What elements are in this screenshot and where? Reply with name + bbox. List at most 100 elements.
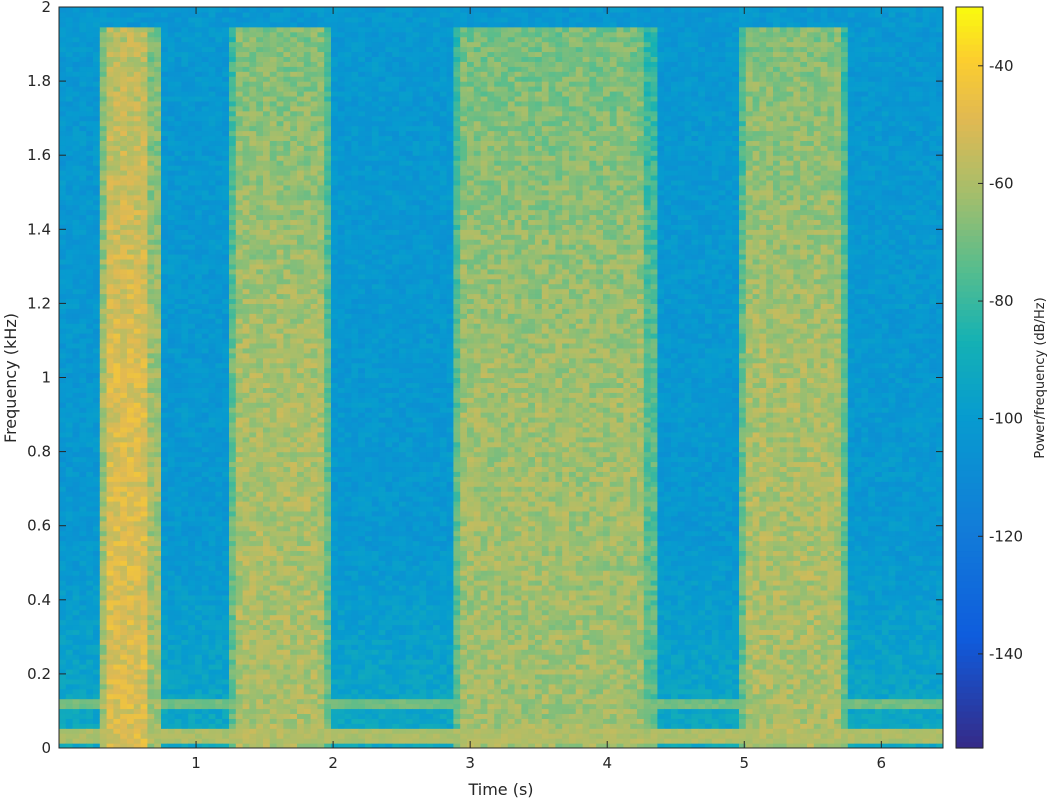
heatmap-cell: [147, 298, 155, 304]
heatmap-cell: [72, 407, 80, 413]
heatmap-cell: [133, 357, 142, 364]
heatmap-cell: [195, 505, 203, 512]
heatmap-cell: [65, 412, 74, 418]
heatmap-cell: [72, 100, 80, 107]
heatmap-cell: [99, 189, 108, 196]
heatmap-cell: [161, 584, 169, 591]
heatmap-cell: [235, 412, 244, 418]
heatmap-cell: [235, 570, 244, 576]
heatmap-cell: [235, 263, 244, 270]
heatmap-cell: [256, 426, 264, 433]
heatmap-cell: [127, 71, 135, 77]
heatmap-cell: [195, 263, 203, 270]
heatmap-cell: [222, 273, 230, 280]
heatmap-cell: [147, 90, 155, 97]
heatmap-cell: [208, 31, 216, 38]
heatmap-cell: [235, 86, 244, 92]
heatmap-cell: [79, 298, 87, 304]
heatmap-cell: [133, 81, 142, 87]
heatmap-cell: [215, 337, 223, 344]
heatmap-cell: [99, 520, 108, 527]
heatmap-cell: [167, 170, 176, 176]
heatmap-cell: [229, 155, 237, 161]
heatmap-cell: [208, 313, 216, 319]
heatmap-cell: [201, 367, 210, 374]
heatmap-cell: [127, 589, 135, 596]
heatmap-cell: [242, 609, 250, 616]
heatmap-cell: [93, 95, 101, 102]
heatmap-cell: [154, 342, 162, 349]
heatmap-cell: [229, 496, 237, 502]
heatmap-cell: [147, 491, 155, 497]
heatmap-cell: [106, 397, 114, 403]
heatmap-cell: [235, 278, 244, 285]
heatmap-cell: [181, 86, 189, 92]
heatmap-cell: [161, 471, 169, 477]
heatmap-cell: [59, 189, 67, 196]
heatmap-cell: [167, 698, 176, 705]
heatmap-cell: [147, 333, 155, 339]
heatmap-cell: [181, 239, 189, 245]
heatmap-cell: [154, 693, 162, 700]
heatmap-cell: [276, 298, 284, 304]
heatmap-cell: [283, 515, 291, 522]
heatmap-cell: [242, 471, 250, 477]
heatmap-cell: [235, 11, 244, 18]
heatmap-cell: [154, 283, 162, 290]
heatmap-cell: [65, 515, 74, 522]
heatmap-cell: [174, 703, 182, 710]
heatmap-cell: [215, 713, 223, 719]
heatmap-cell: [59, 421, 67, 428]
heatmap-cell: [65, 589, 74, 596]
heatmap-cell: [249, 387, 257, 393]
heatmap-cell: [65, 7, 74, 13]
heatmap-cell: [106, 184, 114, 191]
heatmap-cell: [99, 649, 108, 655]
heatmap-cell: [147, 135, 155, 141]
heatmap-cell: [72, 466, 80, 472]
heatmap-cell: [263, 76, 271, 82]
heatmap-cell: [276, 659, 284, 665]
heatmap-cell: [249, 703, 257, 710]
heatmap-cell: [154, 743, 162, 748]
heatmap-cell: [167, 644, 176, 650]
heatmap-cell: [120, 31, 128, 38]
heatmap-cell: [174, 199, 182, 206]
heatmap-cell: [65, 268, 74, 275]
heatmap-cell: [147, 81, 155, 87]
heatmap-cell: [133, 614, 142, 621]
heatmap-cell: [59, 614, 67, 621]
heatmap-cell: [86, 234, 94, 240]
heatmap-cell: [154, 209, 162, 216]
heatmap-cell: [242, 214, 250, 221]
heatmap-cell: [229, 249, 237, 255]
heatmap-cell: [229, 609, 237, 616]
heatmap-cell: [283, 609, 291, 616]
heatmap-cell: [140, 258, 148, 265]
heatmap-cell: [174, 698, 182, 705]
heatmap-cell: [127, 308, 135, 314]
heatmap-cell: [208, 115, 216, 122]
heatmap-cell: [269, 629, 278, 635]
heatmap-cell: [72, 254, 80, 260]
heatmap-cell: [113, 61, 121, 67]
heatmap-cell: [229, 545, 237, 551]
heatmap-cell: [276, 382, 284, 388]
heatmap-cell: [154, 476, 162, 482]
heatmap-cell: [249, 545, 257, 551]
heatmap-cell: [93, 298, 101, 304]
heatmap-cell: [86, 224, 94, 230]
heatmap-cell: [120, 481, 128, 487]
heatmap-cell: [65, 609, 74, 616]
heatmap-cell: [154, 441, 162, 448]
heatmap-cell: [269, 7, 278, 13]
heatmap-cell: [154, 471, 162, 477]
heatmap-cell: [215, 318, 223, 324]
heatmap-cell: [256, 421, 264, 428]
heatmap-cell: [249, 599, 257, 606]
heatmap-cell: [127, 362, 135, 369]
heatmap-cell: [140, 649, 148, 655]
heatmap-cell: [86, 199, 94, 206]
heatmap-cell: [106, 683, 114, 690]
heatmap-cell: [140, 170, 148, 176]
